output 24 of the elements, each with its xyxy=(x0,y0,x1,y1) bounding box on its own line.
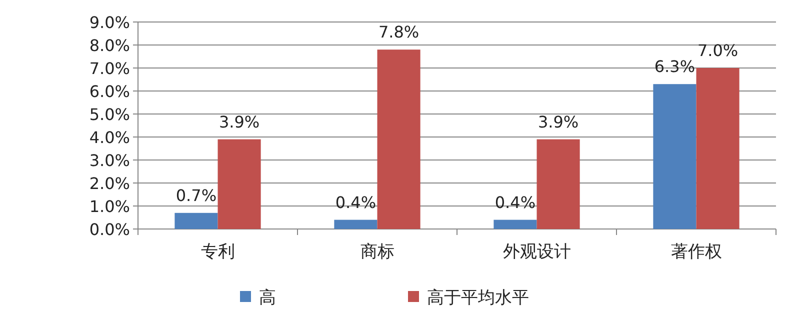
data-label: 0.4% xyxy=(494,192,536,212)
ytick: 0.0% xyxy=(89,220,130,239)
ytick: 4.0% xyxy=(89,128,130,147)
ytick: 6.0% xyxy=(89,82,130,101)
ytick: 1.0% xyxy=(89,197,130,216)
data-label: 3.9% xyxy=(538,112,579,132)
data-label: 7.0% xyxy=(697,41,738,60)
ytick: 5.0% xyxy=(89,105,130,124)
ytick: 8.0% xyxy=(89,36,130,55)
legend-label: 高于平均水平 xyxy=(427,288,529,308)
xtick: 专利 xyxy=(200,242,235,262)
ytick: 2.0% xyxy=(89,174,130,193)
ytick: 9.0% xyxy=(89,13,130,32)
data-label: 0.7% xyxy=(176,186,217,205)
ytick: 3.0% xyxy=(89,151,130,170)
ytick: 7.0% xyxy=(89,59,130,78)
data-label: 7.8% xyxy=(378,22,420,42)
data-label: 0.4% xyxy=(335,192,376,212)
xtick: 著作权 xyxy=(670,242,722,262)
legend-label: 高 xyxy=(259,288,276,308)
xtick: 外观设计 xyxy=(502,242,571,262)
xtick: 商标 xyxy=(360,242,394,262)
data-label: 3.9% xyxy=(218,112,260,132)
data-label: 6.3% xyxy=(654,57,696,76)
